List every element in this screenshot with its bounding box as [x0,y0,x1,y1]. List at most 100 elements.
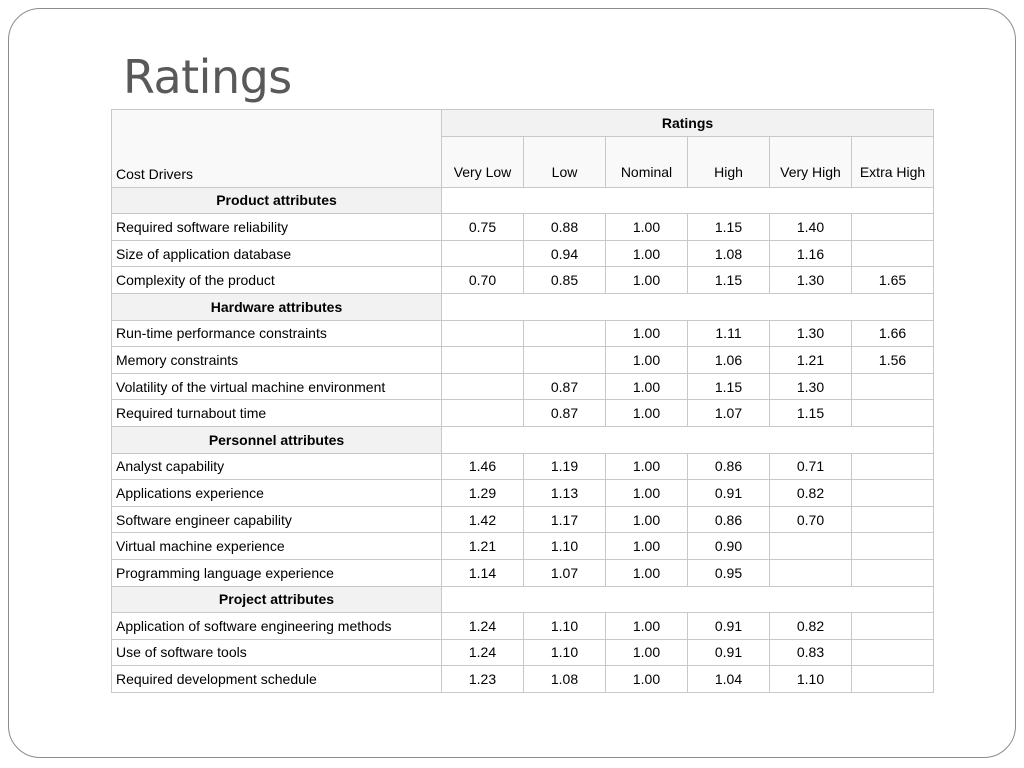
rating-value-cell: 1.10 [523,532,606,560]
rating-value-cell: 1.21 [441,532,524,560]
table-row: Required software reliability 0.75 0.88 1.0… [111,213,935,241]
cost-driver-name: Memory constraints [111,346,442,374]
table-row: Application of software engineering meth… [111,612,935,640]
rating-value-cell: 1.16 [769,239,852,268]
rating-value-cell: 1.00 [605,399,688,427]
rating-value-cell: 0.71 [769,452,852,481]
rating-value-cell: 0.90 [687,532,770,560]
table-row: Use of software tools 1.24 1.10 1.00 0.91 0.8… [111,638,935,667]
group-row-filler [440,425,935,454]
cost-driver-name: Virtual machine experience [111,532,442,560]
rating-value-cell: 0.86 [687,505,770,534]
rating-value-cell: 1.24 [441,612,524,640]
rating-value-cell: 0.82 [769,479,852,507]
table-row: Volatility of the virtual machine enviro… [111,372,935,401]
group-label: Product attributes [111,186,442,215]
rating-value-cell: 0.75 [441,213,524,241]
group-row-filler [440,292,935,321]
cost-driver-name: Required software reliability [111,213,442,241]
cost-driver-name: Required turnabout time [111,399,442,427]
cost-driver-name: Complexity of the product [111,266,442,294]
cost-driver-name: Application of software engineering meth… [111,612,442,640]
rating-value-cell [523,346,606,374]
table-row: Software engineer capability 1.42 1.17 1.00… [111,505,935,534]
rating-value-cell: 1.10 [523,612,606,640]
rating-value-cell: 1.15 [687,372,770,401]
rating-value-cell: 1.07 [523,558,606,587]
rating-value-cell: 1.42 [441,505,524,534]
group-label: Hardware attributes [111,292,442,321]
group-row-filler [440,585,935,614]
cost-driver-name: Programming language experience [111,558,442,587]
ratings-group-header: Ratings [440,109,935,137]
rating-value-cell: 1.21 [769,346,852,374]
rating-value-cell: 1.56 [850,346,935,374]
rating-value-cell: 1.24 [441,638,524,667]
rating-value-cell: 1.00 [605,558,688,587]
rating-value-cell: 1.00 [605,266,688,294]
table-row: Complexity of the product 0.70 0.85 1.00 1.1… [111,266,935,294]
rating-value-cell [850,558,935,587]
rating-value-cell: 1.66 [850,319,935,348]
cost-driver-name: Analyst capability [111,452,442,481]
table-row: Required turnabout time 0.87 1.00 1.07 1.15 [111,399,935,427]
rating-value-cell: 1.00 [605,638,688,667]
table-row: Analyst capability 1.46 1.19 1.00 0.86 0.71 [111,452,935,481]
rating-value-cell: 1.10 [769,665,852,693]
table-row: Programming language experience 1.14 1.07 1… [111,558,935,587]
rating-value-cell: 0.83 [769,638,852,667]
rating-value-cell: 1.00 [605,479,688,507]
group-header-row: Hardware attributes [111,292,935,321]
rating-value-cell: 1.00 [605,532,688,560]
rating-value-cell: 0.94 [523,239,606,268]
rating-value-cell: 1.00 [605,239,688,268]
rating-value-cell: 1.23 [441,665,524,693]
rating-value-cell: 1.04 [687,665,770,693]
rating-value-cell: 1.15 [687,213,770,241]
rating-value-cell [441,346,524,374]
column-header-very-high: Very High [769,135,852,188]
cost-drivers-table: Cost Drivers Ratings Very Low Low Nomina… [111,109,935,693]
rating-value-cell: 0.95 [687,558,770,587]
rating-value-cell: 1.30 [769,319,852,348]
group-header-row: Personnel attributes [111,425,935,454]
rating-value-cell: 1.65 [850,266,935,294]
group-header-row: Product attributes [111,186,935,215]
rating-value-cell: 1.13 [523,479,606,507]
table-row: Applications experience 1.29 1.13 1.00 0.91 0… [111,479,935,507]
rating-value-cell [850,665,935,693]
rating-value-cell: 1.00 [605,213,688,241]
rating-value-cell: 0.91 [687,638,770,667]
rating-value-cell: 1.11 [687,319,770,348]
rating-value-cell: 1.30 [769,372,852,401]
rating-levels-row: Very Low Low Nominal High Very High Extr… [112,135,935,188]
rating-value-cell: 0.86 [687,452,770,481]
cost-driver-name: Required development schedule [111,665,442,693]
column-header-extra-high: Extra High [850,135,935,188]
rating-value-cell [850,532,935,560]
column-header-very-low: Very Low [441,135,524,188]
table-body: Product attributes Required software reli… [111,186,935,693]
cost-driver-name: Use of software tools [111,638,442,667]
rating-value-cell [850,479,935,507]
rating-value-cell: 0.85 [523,266,606,294]
group-label: Personnel attributes [111,425,442,454]
cost-driver-name: Run-time performance constraints [111,319,442,348]
rating-value-cell [850,372,935,401]
rating-value-cell [850,505,935,534]
cost-driver-name: Applications experience [111,479,442,507]
rating-value-cell [441,399,524,427]
rating-value-cell: 1.40 [769,213,852,241]
rating-value-cell [441,372,524,401]
rating-value-cell: 0.82 [769,612,852,640]
cost-driver-name: Size of application database [111,239,442,268]
group-label: Project attributes [111,585,442,614]
cost-driver-name: Volatility of the virtual machine enviro… [111,372,442,401]
rating-value-cell [769,532,852,560]
ratings-header-row: Cost Drivers Ratings [111,109,935,188]
rating-value-cell [850,399,935,427]
rating-value-cell [523,319,606,348]
table-row: Run-time performance constraints 1.00 1.11… [111,319,935,348]
cost-drivers-column-header: Cost Drivers [111,109,442,188]
rating-value-cell: 1.19 [523,452,606,481]
